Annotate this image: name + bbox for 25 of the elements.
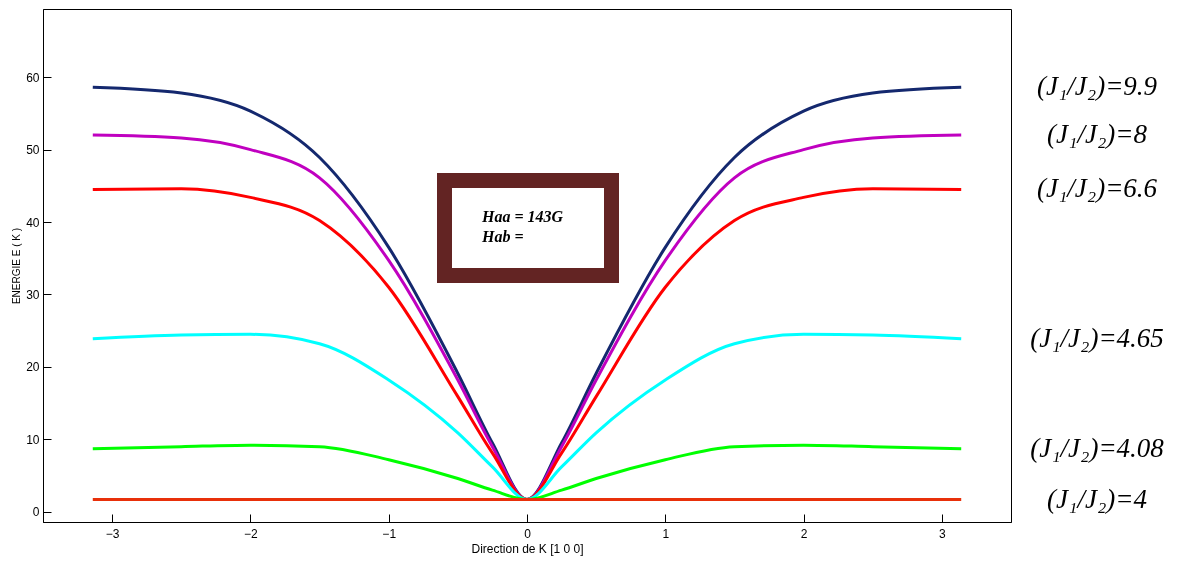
framed-note: Haa = 143G Hab = — [437, 173, 619, 283]
y-tick-label: 50 — [26, 143, 40, 158]
x-tick-label: 3 — [939, 526, 947, 541]
annotation: Hab = — [482, 228, 524, 246]
x-tick-label: 1 — [662, 526, 670, 541]
x-tick-label: −3 — [105, 526, 120, 541]
x-tick-label: 0 — [524, 526, 532, 541]
x-tick-label: −1 — [382, 526, 397, 541]
x-tick-label: 2 — [800, 526, 808, 541]
text: (J₁/J₂)=6.6 — [1036, 173, 1158, 204]
y-axis-title: ENERGIE E ( K ) — [11, 227, 23, 305]
text: (J₁/J₂)=4 — [1047, 483, 1147, 514]
y-tick-label: 0 — [32, 505, 40, 520]
x-axis-title: Direction de K [1 0 0] — [471, 541, 584, 556]
text: (J₁/J₂)=8 — [1047, 119, 1148, 150]
text: (J₁/J₂)=9.9 — [1036, 71, 1158, 102]
y-tick-label: 10 — [26, 432, 40, 447]
annotation: Haa = 143G — [482, 208, 564, 226]
text: (J₁/J₂)=4.08 — [1030, 432, 1165, 463]
text: (J₁/J₂)=4.65 — [1030, 322, 1164, 353]
y-tick-label: 60 — [26, 70, 40, 85]
y-tick-label: 30 — [26, 287, 40, 302]
y-tick-label: 20 — [26, 360, 40, 375]
x-tick-label: −2 — [244, 526, 259, 541]
y-tick-label: 40 — [26, 215, 40, 230]
